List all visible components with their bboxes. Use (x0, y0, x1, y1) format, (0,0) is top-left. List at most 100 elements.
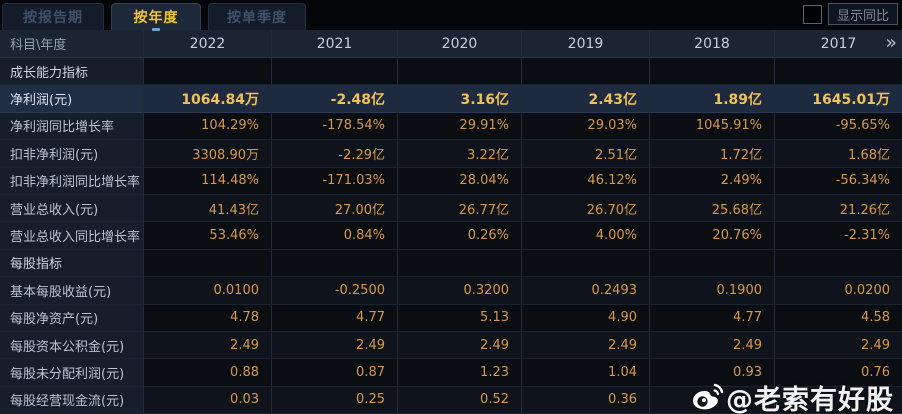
value-cell: 1045.91% (650, 112, 775, 141)
value-cell: 0.76 (775, 359, 902, 387)
value-cell (775, 249, 902, 278)
row-label: 成长能力指标 (0, 58, 144, 86)
value-cell: 3.22亿 (398, 140, 522, 168)
year-header-2021[interactable]: 2021 (272, 30, 398, 58)
value-cell: 1.72亿 (650, 140, 775, 168)
year-label: 2017 (820, 35, 857, 52)
value-cell: 20.76% (650, 222, 775, 250)
value-cell: 4.77 (272, 304, 398, 332)
year-label: 2018 (694, 35, 730, 52)
value-cell (775, 386, 902, 414)
value-cell: 0.0200 (775, 277, 902, 305)
year-header-2018[interactable]: 2018 (650, 30, 775, 58)
value-cell: 4.90 (522, 304, 650, 332)
value-cell: 2.51亿 (522, 140, 650, 168)
value-cell (650, 386, 775, 414)
year-header-2020[interactable]: 2020 (398, 30, 522, 58)
value-cell: 2.43亿 (522, 85, 650, 113)
table-row: 净利润(元) 1064.84万 -2.48亿 3.16亿 2.43亿 1.89亿 1645.… (0, 85, 902, 113)
table-row: 扣非净利润同比增长率 114.48% -171.03% 28.04% 46.12% 2.4… (0, 167, 902, 195)
value-cell: -0.2500 (272, 277, 398, 305)
table-header-row: 科目\年度 2022 2021 2020 2019 2018 2017 » (0, 30, 902, 58)
value-cell (522, 58, 650, 86)
value-cell: 2.49 (144, 331, 272, 360)
more-years-icon[interactable]: » (885, 31, 897, 54)
value-cell (522, 249, 650, 278)
section-row: 每股指标 (0, 249, 902, 278)
year-header-2017[interactable]: 2017 » (775, 30, 902, 58)
tab-by-report-period[interactable]: 按报告期 (2, 3, 104, 30)
value-cell (272, 58, 398, 86)
value-cell: 0.25 (272, 386, 398, 414)
value-cell: 0.36 (522, 386, 650, 414)
table-row: 每股经营现金流(元) 0.03 0.25 0.52 0.36 (0, 386, 902, 414)
value-cell: 29.91% (398, 112, 522, 141)
table-row: 每股净资产(元) 4.78 4.77 5.13 4.90 4.77 4.58 (0, 304, 902, 332)
tab-bar: 按报告期 按年度 按单季度 显示同比 (0, 0, 902, 31)
value-cell: 4.77 (650, 304, 775, 332)
year-label: 2022 (189, 35, 226, 52)
value-cell: 3.16亿 (398, 85, 522, 113)
value-cell: 2.49 (522, 331, 650, 360)
row-label: 扣非净利润(元) (0, 140, 144, 168)
year-label: 2020 (441, 35, 478, 52)
value-cell: 53.46% (144, 222, 272, 250)
value-cell: 1064.84万 (144, 85, 272, 113)
value-cell: -95.65% (775, 112, 902, 141)
row-label: 每股资本公积金(元) (0, 331, 144, 360)
value-cell (398, 249, 522, 278)
tab-by-year[interactable]: 按年度 (111, 3, 201, 31)
show-yoy-button[interactable]: 显示同比 (827, 3, 898, 25)
value-cell: 0.03 (144, 386, 272, 414)
year-header-2022[interactable]: 2022 (144, 30, 272, 58)
table-row: 净利润同比增长率 104.29% -178.54% 29.91% 29.03% 1045.… (0, 112, 902, 141)
value-cell: 41.43亿 (144, 194, 272, 223)
value-cell (650, 58, 775, 86)
value-cell: 1645.01万 (775, 85, 902, 113)
value-cell: 0.88 (144, 359, 272, 387)
yoy-controls: 显示同比 (802, 3, 898, 25)
value-cell: 1.23 (398, 359, 522, 387)
value-cell: 27.00亿 (272, 194, 398, 223)
table-row: 每股未分配利润(元) 0.88 0.87 1.23 1.04 0.93 0.76 (0, 359, 902, 387)
value-cell: 0.3200 (398, 277, 522, 305)
value-cell: 28.04% (398, 167, 522, 195)
value-cell: 46.12% (522, 167, 650, 195)
value-cell: -2.29亿 (272, 140, 398, 168)
section-row: 成长能力指标 (0, 58, 902, 86)
year-header-2019[interactable]: 2019 (522, 30, 650, 58)
value-cell: 5.13 (398, 304, 522, 332)
value-cell (144, 249, 272, 278)
row-label: 净利润同比增长率 (0, 112, 144, 141)
value-cell: 26.70亿 (522, 194, 650, 223)
table-row: 扣非净利润(元) 3308.90万 -2.29亿 3.22亿 2.51亿 1.72亿 1.6… (0, 140, 902, 168)
row-label: 每股未分配利润(元) (0, 359, 144, 387)
value-cell: 114.48% (144, 167, 272, 195)
row-label: 营业总收入(元) (0, 194, 144, 223)
row-label: 净利润(元) (0, 85, 144, 113)
value-cell: -2.31% (775, 222, 902, 250)
value-cell: 3308.90万 (144, 140, 272, 168)
value-cell (650, 249, 775, 278)
value-cell: 2.49 (398, 331, 522, 360)
show-yoy-checkbox[interactable] (802, 4, 822, 24)
value-cell: 0.26% (398, 222, 522, 250)
corner-label: 科目\年度 (0, 30, 144, 58)
value-cell: 0.93 (650, 359, 775, 387)
value-cell: 2.49% (650, 167, 775, 195)
value-cell: 0.52 (398, 386, 522, 414)
value-cell: 4.78 (144, 304, 272, 332)
value-cell: -2.48亿 (272, 85, 398, 113)
value-cell: 0.87 (272, 359, 398, 387)
value-cell: 2.49 (775, 331, 902, 360)
tab-by-single-quarter[interactable]: 按单季度 (208, 3, 306, 30)
value-cell: 104.29% (144, 112, 272, 141)
value-cell: -171.03% (272, 167, 398, 195)
value-cell: 4.58 (775, 304, 902, 332)
value-cell: 1.89亿 (650, 85, 775, 113)
value-cell (272, 249, 398, 278)
financial-table: 科目\年度 2022 2021 2020 2019 2018 2017 » 成长能力指标 净利… (0, 30, 902, 414)
value-cell: 21.26亿 (775, 194, 902, 223)
row-label: 扣非净利润同比增长率 (0, 167, 144, 195)
